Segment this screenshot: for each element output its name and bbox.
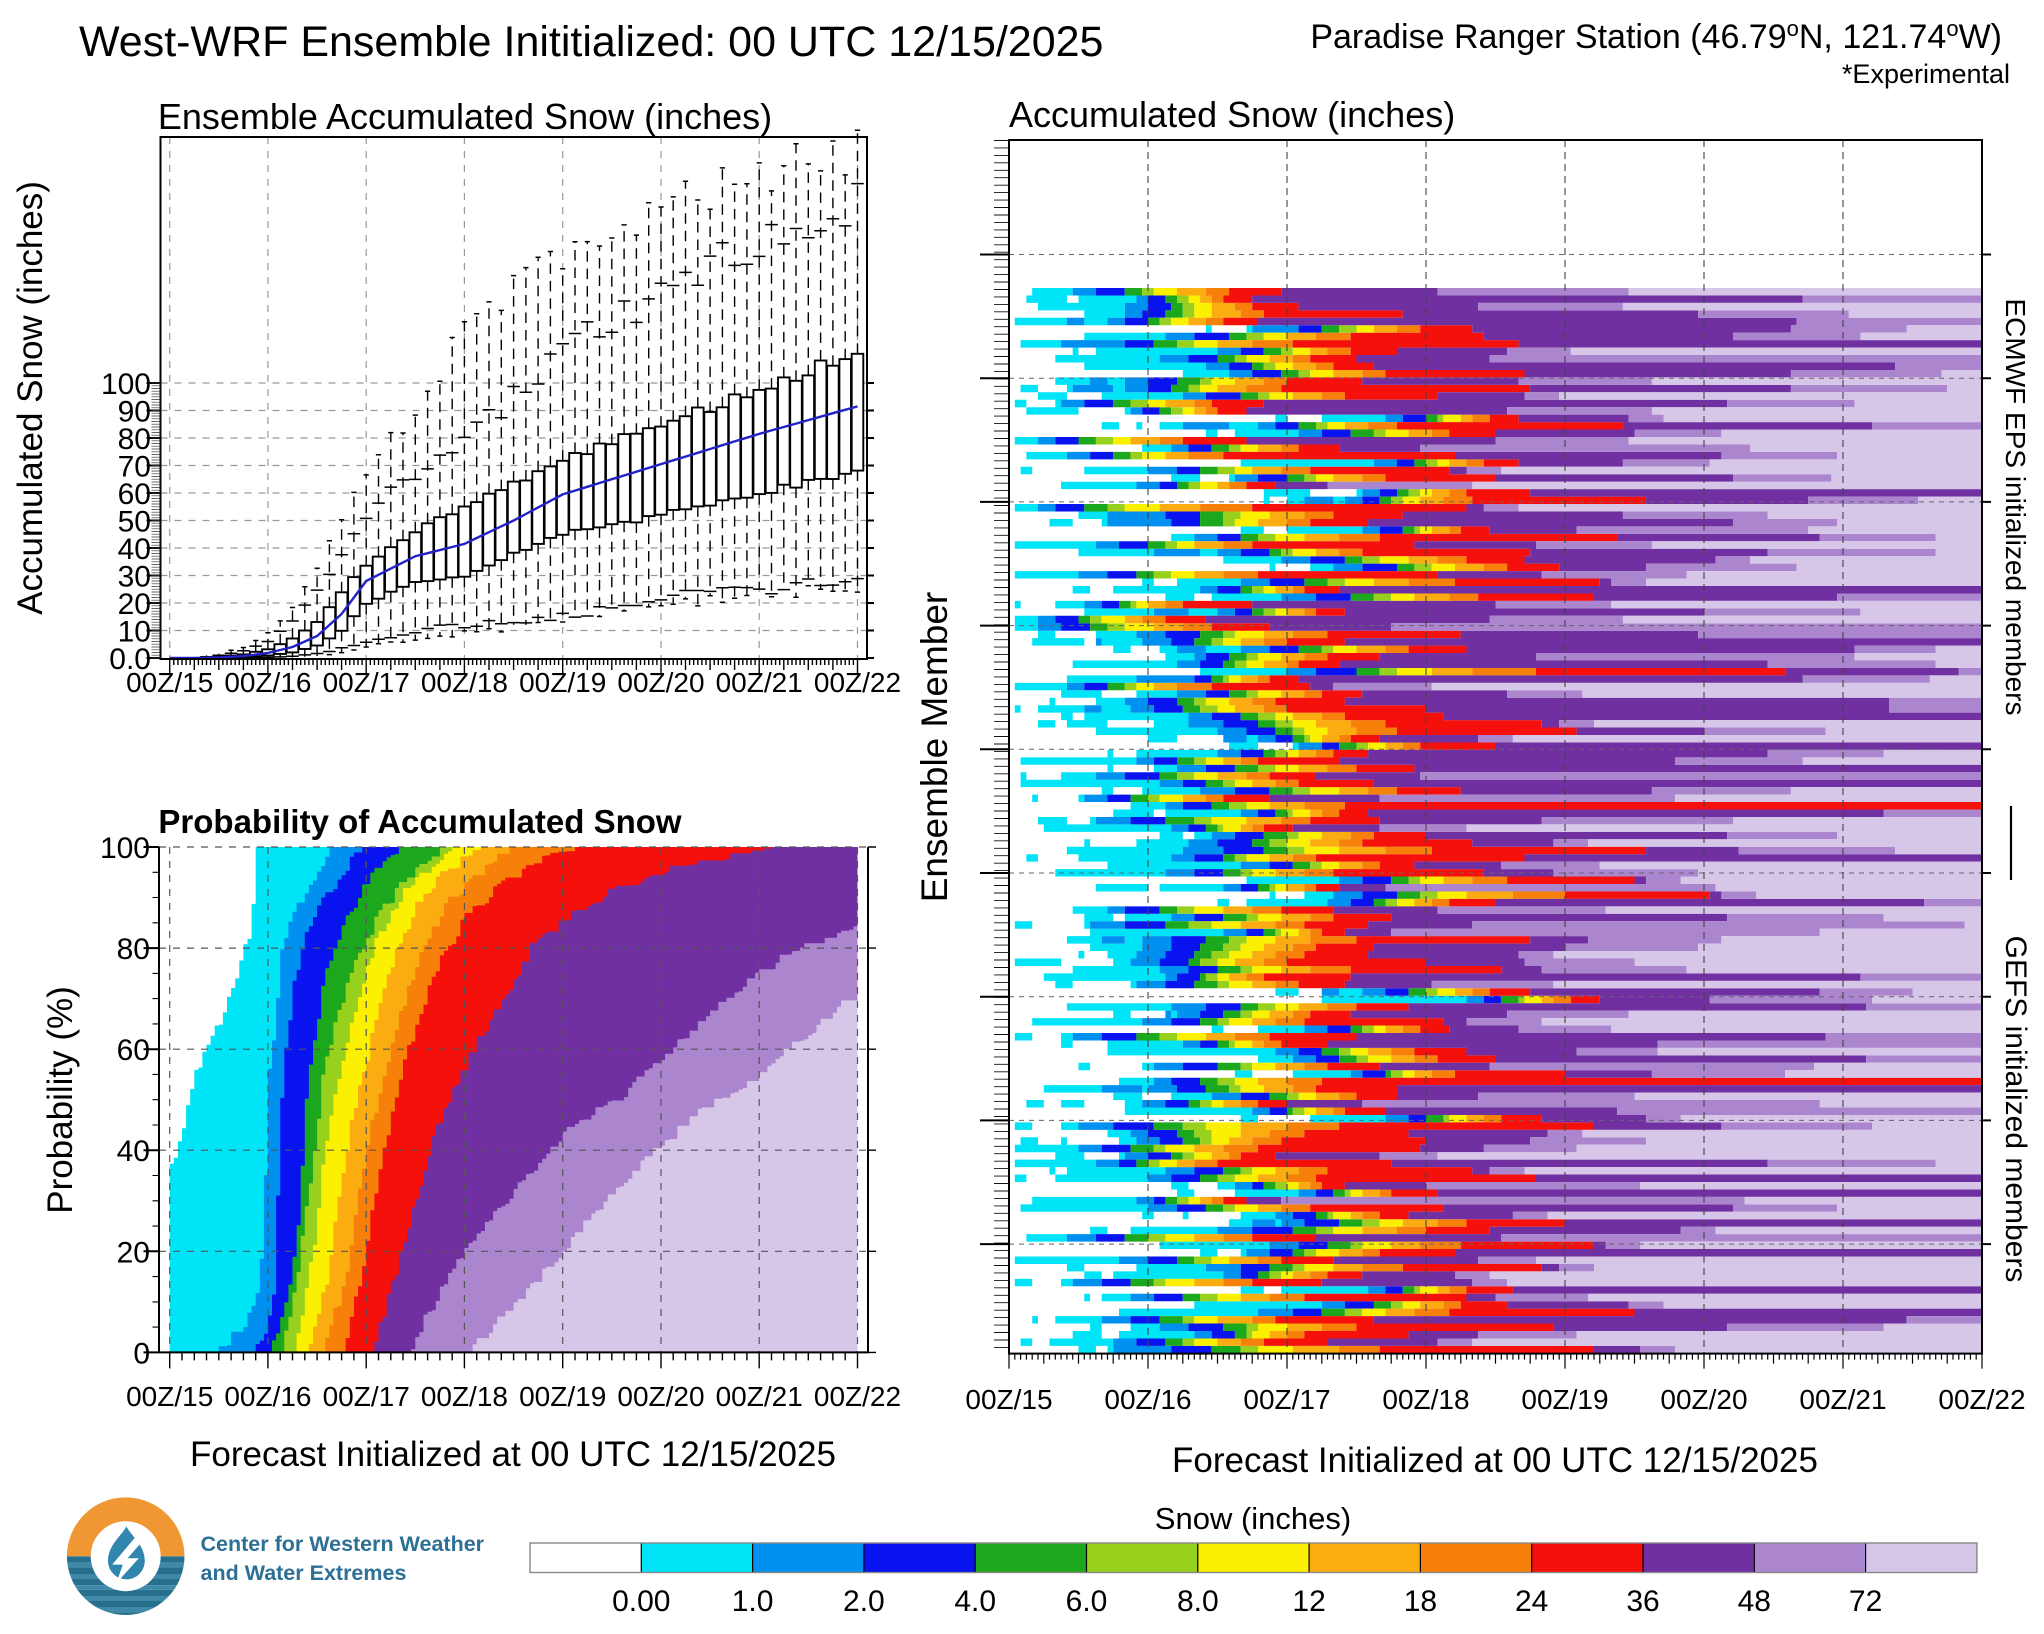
svg-text:00Z/22: 00Z/22 [1938,1384,2025,1415]
svg-text:00Z/16: 00Z/16 [224,1381,311,1412]
svg-text:4.0: 4.0 [954,1585,996,1618]
svg-text:60: 60 [117,1034,150,1067]
svg-text:6.0: 6.0 [1066,1585,1108,1618]
svg-text:40: 40 [117,1135,150,1168]
svg-text:1.0: 1.0 [732,1585,774,1618]
svg-text:00Z/19: 00Z/19 [519,667,606,698]
svg-text:00Z/18: 00Z/18 [1382,1384,1469,1415]
svg-text:0.0: 0.0 [109,643,151,676]
svg-text:80: 80 [118,423,151,456]
svg-text:GEFS initialized members: GEFS initialized members [1999,936,2032,1283]
svg-text:and Water Extremes: and Water Extremes [201,1561,407,1585]
svg-text:72: 72 [1849,1585,1882,1618]
svg-text:00Z/22: 00Z/22 [814,667,901,698]
svg-text:00Z/15: 00Z/15 [965,1384,1052,1415]
svg-text:00Z/18: 00Z/18 [421,1381,508,1412]
svg-text:Probability of Accumulated Sno: Probability of Accumulated Snow [158,803,681,840]
svg-text:Snow (inches): Snow (inches) [1155,1501,1351,1536]
svg-text:00Z/21: 00Z/21 [716,1381,803,1412]
svg-text:Accumulated Snow (inches): Accumulated Snow (inches) [11,181,50,615]
svg-text:48: 48 [1738,1585,1771,1618]
svg-text:00Z/17: 00Z/17 [323,667,410,698]
svg-text:Ensemble Accumulated Snow (inc: Ensemble Accumulated Snow (inches) [158,96,772,137]
svg-text:00Z/18: 00Z/18 [421,667,508,698]
svg-text:00Z/21: 00Z/21 [1799,1384,1886,1415]
svg-text:2.0: 2.0 [843,1585,885,1618]
svg-text:80: 80 [117,933,150,966]
svg-text:00Z/22: 00Z/22 [814,1381,901,1412]
svg-text:12: 12 [1292,1585,1325,1618]
svg-text:00Z/15: 00Z/15 [126,667,213,698]
svg-text:West-WRF Ensemble Inititialize: West-WRF Ensemble Inititialized: 00 UTC … [79,18,1103,66]
svg-text:Center for Western Weather: Center for Western Weather [201,1532,485,1556]
svg-text:00Z/16: 00Z/16 [224,667,311,698]
svg-text:00Z/20: 00Z/20 [617,667,704,698]
svg-text:100: 100 [100,832,150,865]
svg-text:00Z/16: 00Z/16 [1104,1384,1191,1415]
svg-text:36: 36 [1626,1585,1659,1618]
svg-text:60: 60 [118,478,151,511]
svg-text:Forecast Initialized at 00 UTC: Forecast Initialized at 00 UTC 12/15/202… [1172,1441,1818,1480]
svg-text:00Z/21: 00Z/21 [716,667,803,698]
svg-text:00Z/19: 00Z/19 [1521,1384,1608,1415]
svg-text:90: 90 [118,396,151,429]
svg-text:20: 20 [118,588,151,621]
svg-text:20: 20 [117,1236,150,1269]
svg-text:Ensemble Member: Ensemble Member [914,592,955,903]
svg-text:00Z/17: 00Z/17 [323,1381,410,1412]
svg-text:40: 40 [118,533,151,566]
svg-text:Forecast Initialized at 00 UTC: Forecast Initialized at 00 UTC 12/15/202… [190,1435,836,1474]
svg-text:30: 30 [118,561,151,594]
svg-text:Paradise Ranger Station (46.79: Paradise Ranger Station (46.79oN, 121.74… [1310,16,2002,56]
svg-text:70: 70 [118,451,151,484]
svg-text:50: 50 [118,506,151,539]
svg-text:00Z/17: 00Z/17 [1243,1384,1330,1415]
svg-text:24: 24 [1515,1585,1548,1618]
svg-text:10: 10 [118,616,151,649]
svg-text:00Z/20: 00Z/20 [617,1381,704,1412]
svg-text:00Z/20: 00Z/20 [1660,1384,1747,1415]
svg-text:18: 18 [1404,1585,1437,1618]
svg-text:ECMWF EPS initialized members: ECMWF EPS initialized members [2000,299,2031,716]
svg-text:Probability (%): Probability (%) [41,986,80,1214]
svg-text:00Z/15: 00Z/15 [126,1381,213,1412]
svg-text:00Z/19: 00Z/19 [519,1381,606,1412]
svg-text:8.0: 8.0 [1177,1585,1219,1618]
svg-text:100: 100 [101,368,151,401]
svg-text:0.00: 0.00 [612,1585,670,1618]
svg-text:0: 0 [133,1337,150,1370]
svg-text:Accumulated Snow (inches): Accumulated Snow (inches) [1009,94,1455,135]
svg-text:*Experimental: *Experimental [1842,59,2010,89]
